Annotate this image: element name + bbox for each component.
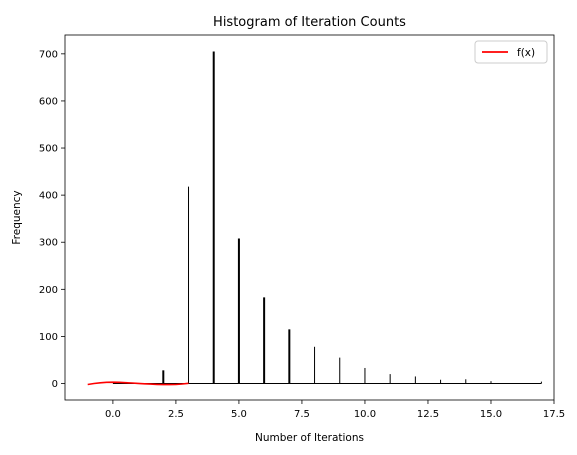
x-tick-label: 15.0 xyxy=(480,409,502,420)
y-tick-label: 0 xyxy=(52,379,58,390)
plot-area xyxy=(87,51,542,386)
x-tick-label: 17.5 xyxy=(543,409,565,420)
x-tick-label: 5.0 xyxy=(231,409,247,420)
y-tick-label: 300 xyxy=(39,238,58,249)
x-tick-label: 10.0 xyxy=(354,409,376,420)
x-tick-label: 7.5 xyxy=(294,409,310,420)
y-tick-label: 200 xyxy=(39,285,58,296)
chart-title: Histogram of Iteration Counts xyxy=(213,15,406,30)
series-line-fx xyxy=(87,381,189,386)
y-tick-label: 400 xyxy=(39,191,58,202)
y-tick-label: 700 xyxy=(39,49,58,60)
axes-frame xyxy=(64,34,555,401)
x-axis: 0.0 2.5 5.0 7.5 10.0 12.5 15.0 17.5 xyxy=(105,400,565,420)
legend: f(x) xyxy=(474,40,548,64)
legend-box xyxy=(474,40,548,64)
legend-label: f(x) xyxy=(517,47,535,59)
y-tick-label: 600 xyxy=(39,96,58,107)
x-tick-label: 12.5 xyxy=(417,409,439,420)
y-axis: 0 100 200 300 400 500 600 700 xyxy=(39,49,65,390)
y-tick-label: 500 xyxy=(39,144,58,155)
x-axis-label: Number of Iterations xyxy=(255,432,364,444)
y-tick-label: 100 xyxy=(39,332,58,343)
y-axis-label: Frequency xyxy=(11,190,23,244)
x-tick-label: 0.0 xyxy=(105,409,121,420)
x-tick-label: 2.5 xyxy=(168,409,184,420)
